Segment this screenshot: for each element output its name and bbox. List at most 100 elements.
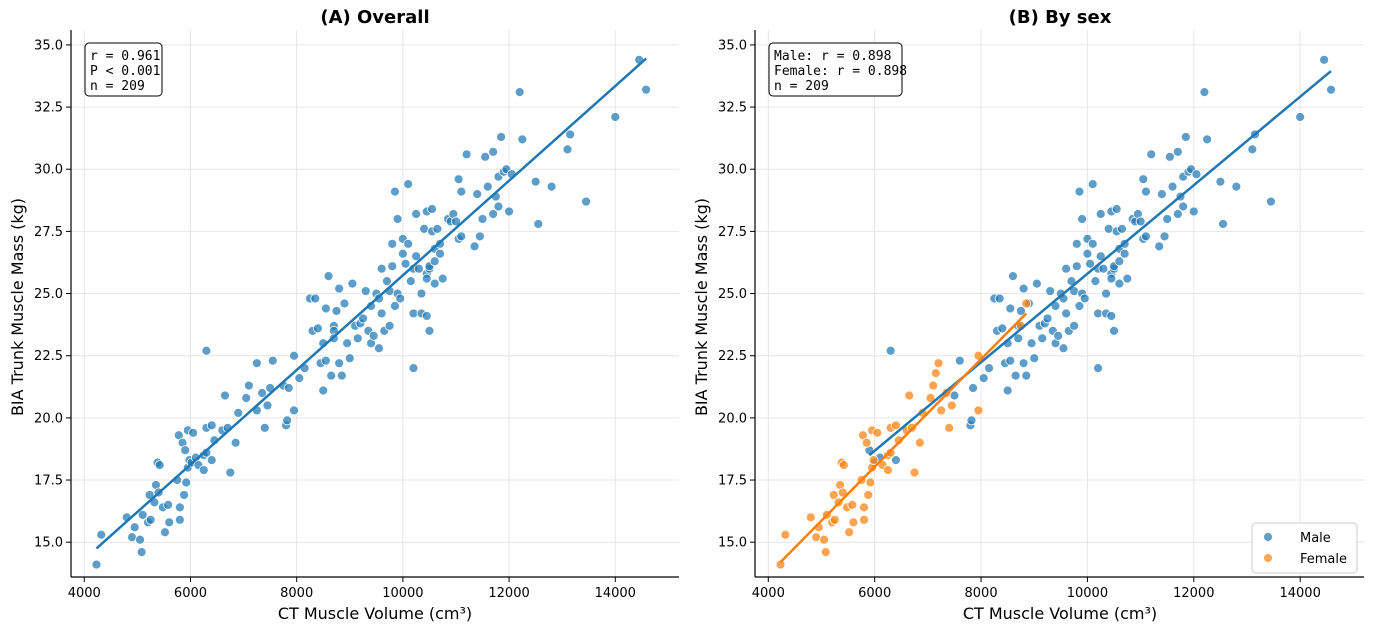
data-point-series	[397, 248, 408, 259]
data-point-male	[994, 293, 1005, 304]
data-point-series	[289, 350, 299, 361]
stat-line-female-r: Female: r = 0.898	[774, 64, 907, 79]
data-point-series	[331, 306, 342, 316]
data-point-female	[885, 447, 896, 458]
data-point-series	[294, 373, 305, 383]
y-tick-label: 35.0	[718, 38, 747, 53]
data-point-series	[282, 415, 293, 426]
data-point-series	[435, 248, 445, 259]
legend-marker-female	[1263, 553, 1273, 563]
legend-label-male: Male	[1300, 531, 1331, 546]
data-point-male	[1005, 303, 1016, 314]
data-point-series	[320, 303, 331, 314]
data-point-female	[914, 437, 925, 448]
data-point-series	[188, 427, 199, 438]
data-point-male	[1172, 209, 1183, 219]
data-point-male	[1002, 385, 1013, 396]
data-point-female	[868, 455, 879, 466]
data-point-series	[469, 241, 480, 252]
stats-box: r = 0.961 P < 0.001 n = 209	[84, 42, 163, 97]
y-tick-label: 25.0	[34, 287, 63, 302]
data-point-male	[1021, 370, 1032, 381]
data-point-series	[174, 502, 185, 513]
data-point-series	[384, 320, 395, 331]
data-point-series	[416, 288, 427, 299]
data-point-male	[1146, 149, 1157, 160]
data-point-series	[451, 216, 461, 227]
data-point-male	[1202, 134, 1212, 145]
data-point-series	[432, 224, 443, 234]
data-point-male	[1319, 54, 1330, 65]
stat-line-r: r = 0.961	[90, 49, 160, 64]
data-point-male	[1018, 358, 1029, 369]
data-point-male	[1042, 313, 1053, 324]
data-point-series	[201, 447, 212, 458]
data-point-male	[1326, 84, 1336, 95]
data-point-male	[1079, 293, 1090, 304]
chart-title: (A) Overall	[320, 7, 429, 28]
data-point-female	[946, 400, 957, 411]
data-point-series	[360, 286, 371, 296]
data-point-male	[1085, 258, 1095, 269]
regression-line-overall	[95, 57, 647, 550]
data-point-female	[1021, 298, 1032, 309]
data-point-male	[1008, 271, 1018, 282]
data-point-series	[259, 422, 270, 433]
data-point-series	[366, 301, 376, 311]
data-point-series	[347, 278, 358, 289]
stat-line-p: P < 0.001	[90, 64, 160, 79]
y-tick-label: 20.0	[34, 411, 63, 426]
data-point-series	[137, 509, 148, 520]
data-point-series	[339, 298, 350, 309]
data-point-female	[838, 460, 849, 471]
data-point-female	[820, 547, 831, 558]
data-point-male	[1218, 219, 1228, 229]
data-point-series	[374, 343, 384, 354]
y-tick-label: 27.5	[34, 225, 63, 240]
data-point-series	[267, 355, 278, 366]
data-point-series	[91, 559, 102, 570]
data-point-series	[334, 283, 345, 294]
data-point-series	[405, 276, 416, 287]
data-point-male	[1247, 144, 1258, 155]
data-point-series	[96, 529, 107, 540]
data-point-male	[1215, 176, 1226, 187]
data-point-series	[342, 338, 353, 349]
data-point-series	[262, 400, 273, 411]
data-point-series	[477, 214, 488, 224]
data-point-series	[326, 370, 337, 381]
data-point-female	[936, 405, 947, 416]
data-point-female	[865, 477, 876, 488]
data-point-male	[1159, 231, 1170, 242]
data-point-series	[493, 201, 504, 212]
data-point-female	[837, 487, 848, 498]
data-point-series	[376, 263, 387, 274]
y-tick-label: 20.0	[718, 411, 747, 426]
data-point-series	[334, 358, 345, 369]
x-tick-label: 12000	[1173, 586, 1214, 601]
data-point-series	[163, 499, 174, 510]
data-point-series	[411, 251, 422, 262]
data-point-series	[310, 293, 321, 304]
data-point-series	[174, 514, 185, 525]
data-point-series	[251, 358, 262, 369]
data-point-series	[233, 407, 244, 418]
data-point-male	[1117, 224, 1127, 234]
chart-title: (B) By sex	[1009, 7, 1112, 28]
data-point-female	[828, 490, 839, 500]
stat-line-n: n = 209	[90, 79, 145, 94]
data-point-series	[164, 517, 175, 528]
data-point-male	[1026, 338, 1037, 349]
data-point-female	[872, 427, 883, 438]
data-point-male	[1005, 355, 1016, 366]
data-point-series	[413, 263, 424, 274]
data-point-female	[847, 499, 858, 510]
regression-line-female	[779, 312, 1028, 563]
data-point-male	[1071, 261, 1082, 272]
data-point-series	[437, 273, 448, 284]
stat-line-n: n = 209	[774, 79, 829, 94]
legend-label-female: Female	[1300, 552, 1347, 567]
data-point-male	[1090, 276, 1101, 287]
data-point-male	[1013, 333, 1024, 344]
data-point-series	[336, 370, 347, 381]
